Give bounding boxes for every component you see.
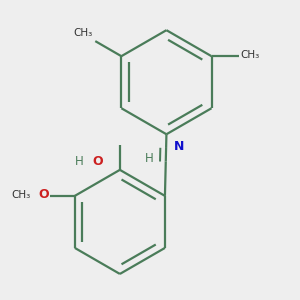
Text: H: H: [145, 152, 153, 165]
Text: CH₃: CH₃: [240, 50, 260, 60]
Text: O: O: [93, 155, 103, 168]
Text: H: H: [74, 155, 83, 168]
Text: N: N: [174, 140, 184, 153]
Text: CH₃: CH₃: [73, 28, 92, 38]
Text: CH₃: CH₃: [12, 190, 31, 200]
Text: O: O: [38, 188, 49, 201]
